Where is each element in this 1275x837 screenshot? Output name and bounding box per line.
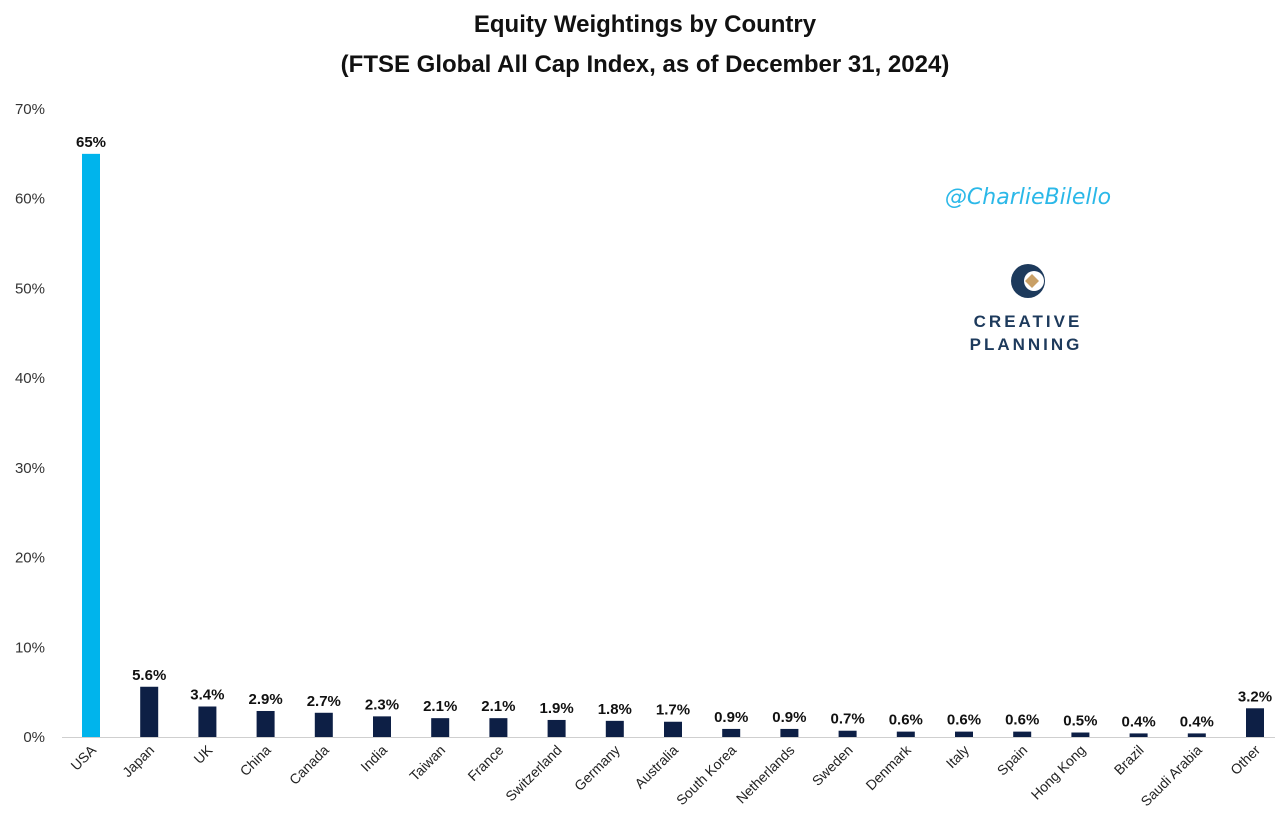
- bar-spain: [1013, 731, 1032, 737]
- data-label: 1.8%: [598, 701, 632, 718]
- data-label: 2.1%: [423, 698, 457, 715]
- data-label: 2.9%: [248, 691, 282, 708]
- chart-subtitle: (FTSE Global All Cap Index, as of Decemb…: [341, 51, 950, 78]
- logo-line-1: CREATIVE: [974, 312, 1083, 331]
- y-tick-label: 30%: [15, 460, 45, 477]
- data-label: 3.4%: [190, 686, 224, 703]
- y-tick-label: 40%: [15, 370, 45, 387]
- x-tick-label: Denmark: [862, 741, 914, 793]
- bar-india: [373, 716, 391, 737]
- bar-switzerland: [547, 719, 566, 737]
- x-tick-label: France: [464, 742, 506, 784]
- bar-taiwan: [431, 718, 450, 737]
- x-tick-label: Sweden: [809, 742, 856, 789]
- data-label: 0.9%: [714, 709, 748, 726]
- data-label: 0.5%: [1063, 713, 1097, 730]
- bar-japan: [140, 686, 159, 737]
- x-tick-label: Japan: [119, 742, 157, 780]
- x-tick-label: China: [237, 742, 274, 779]
- x-tick-label: Australia: [631, 742, 681, 792]
- bar-canada: [314, 712, 333, 737]
- x-tick-label: Hong Kong: [1028, 742, 1089, 803]
- y-tick-label: 70%: [15, 101, 45, 118]
- x-tick-label: Netherlands: [733, 742, 798, 807]
- x-tick-label: Germany: [571, 742, 623, 794]
- x-tick-label: Canada: [286, 742, 332, 788]
- data-labels: 65% 5.6% 3.4% 2.9% 2.7% 2.3% 2.1% 2.1% 1.9% 1.8% 1…: [76, 134, 1272, 731]
- bar-italy: [955, 731, 973, 737]
- data-label: 0.7%: [830, 711, 864, 728]
- bar-hong-kong: [1071, 732, 1090, 737]
- x-tick-label: India: [357, 742, 390, 775]
- data-label: 0.6%: [947, 712, 981, 729]
- bar-sweden: [838, 730, 857, 737]
- bar-netherlands: [780, 728, 799, 737]
- creative-planning-logo: CREATIVE PLANNING: [970, 264, 1083, 354]
- data-label: 65%: [76, 134, 106, 151]
- bar-france: [489, 718, 508, 737]
- data-label: 5.6%: [132, 667, 166, 684]
- bar-south-korea: [722, 728, 741, 737]
- bar-brazil: [1129, 733, 1148, 737]
- x-tick-label: South Korea: [673, 742, 740, 809]
- y-tick-label: 60%: [15, 191, 45, 208]
- creative-planning-mark-icon: [1011, 264, 1045, 298]
- data-label: 2.7%: [307, 693, 341, 710]
- bar-australia: [664, 721, 682, 737]
- data-label: 2.3%: [365, 696, 399, 713]
- data-label: 0.4%: [1180, 713, 1214, 730]
- y-tick-label: 20%: [15, 550, 45, 567]
- y-tick-label: 10%: [15, 639, 45, 656]
- bar-denmark: [896, 731, 915, 737]
- x-tick-label: UK: [190, 741, 216, 767]
- y-tick-label: 50%: [15, 280, 45, 297]
- y-axis: 0% 10% 20% 30% 40% 50% 60% 70%: [15, 101, 45, 746]
- data-label: 1.7%: [656, 702, 690, 719]
- bar-saudi-arabia: [1187, 733, 1206, 737]
- bar-china: [256, 710, 275, 737]
- x-tick-label: Saudi Arabia: [1137, 742, 1205, 810]
- x-tick-label: Spain: [994, 742, 1031, 779]
- bar-usa: [82, 153, 100, 737]
- data-label: 0.4%: [1121, 713, 1155, 730]
- x-tick-label: Other: [1227, 742, 1263, 778]
- data-label: 0.6%: [1005, 712, 1039, 729]
- bar-series: [82, 153, 1264, 737]
- bar-other: [1246, 708, 1264, 737]
- author-handle: @CharlieBilello: [945, 185, 1111, 210]
- data-label: 2.1%: [481, 698, 515, 715]
- data-label: 1.9%: [539, 700, 573, 717]
- data-label: 3.2%: [1238, 688, 1272, 705]
- y-tick-label: 0%: [23, 729, 45, 746]
- x-tick-label: Italy: [943, 742, 972, 771]
- data-label: 0.9%: [772, 709, 806, 726]
- x-tick-label: Switzerland: [502, 742, 564, 804]
- x-tick-label: Brazil: [1111, 742, 1147, 778]
- data-label: 0.6%: [889, 712, 923, 729]
- bar-germany: [605, 720, 624, 737]
- bar-uk: [198, 706, 217, 737]
- x-axis: USA Japan UK China Canada India Taiwan FranceSw…: [67, 741, 1263, 809]
- x-tick-label: USA: [67, 741, 99, 773]
- chart-title: Equity Weightings by Country: [474, 11, 817, 38]
- x-tick-label: Taiwan: [406, 742, 448, 784]
- logo-line-2: PLANNING: [970, 335, 1083, 354]
